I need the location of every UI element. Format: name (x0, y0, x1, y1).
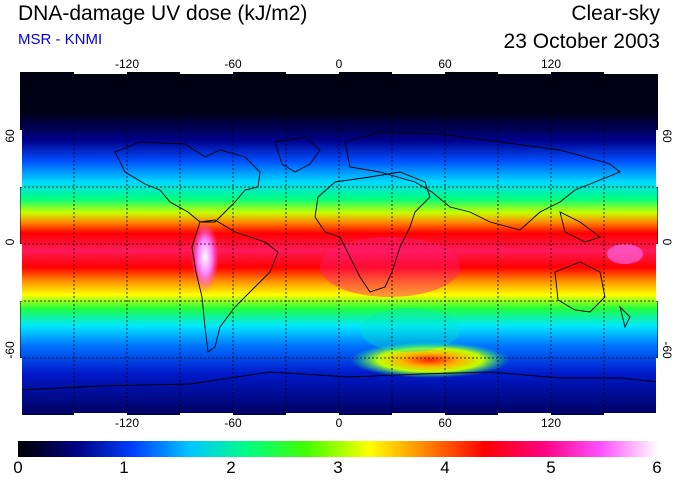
colorbar-label: 6 (652, 458, 662, 477)
colorbar-label: 4 (440, 458, 450, 477)
map-border (20, 72, 658, 415)
bottom-lon-tick: 60 (438, 416, 452, 430)
left-lat-tick: 0 (3, 238, 17, 246)
top-lon-tick: 60 (438, 57, 452, 71)
right-lat-tick: -60 (660, 341, 674, 359)
uv-field (20, 72, 658, 415)
africa-high-uv (320, 237, 460, 297)
bottom-lon-tick: -60 (224, 416, 242, 430)
top-lon-tick: 0 (335, 57, 343, 71)
date-label: 23 October 2003 (503, 30, 660, 53)
source-label: MSR - KNMI (18, 31, 103, 48)
colorbar-gradient (18, 441, 658, 457)
sky-condition-label: Clear-sky (571, 2, 660, 25)
graticule (20, 72, 658, 415)
right-lat-tick: 60 (660, 129, 674, 143)
bottom-lon-tick: 0 (335, 416, 343, 430)
top-lon-tick: -120 (114, 57, 140, 71)
left-lat-tick: -60 (3, 341, 17, 359)
right-lat-tick: 0 (660, 238, 674, 246)
map-title: DNA-damage UV dose (kJ/m2) (18, 2, 308, 25)
colorbar-label: 1 (119, 458, 129, 477)
colorbar-label: 0 (13, 458, 23, 477)
colorbar-label: 3 (333, 458, 343, 477)
top-lon-tick: 120 (540, 57, 562, 71)
bottom-lon-tick: 120 (540, 416, 562, 430)
colorbar-label: 2 (226, 458, 236, 477)
coastlines (20, 131, 658, 391)
pacific-high-uv (607, 244, 643, 264)
bottom-lon-tick: -120 (114, 416, 140, 430)
uv-dose-map (20, 72, 658, 415)
south-atlantic-band (360, 308, 460, 352)
colorbar (18, 441, 658, 457)
andes-high-uv (191, 221, 219, 293)
colorbar-label: 5 (546, 458, 556, 477)
left-lat-tick: 60 (3, 129, 17, 143)
top-lon-tick: -60 (224, 57, 242, 71)
ozone-hole-region (350, 342, 510, 378)
